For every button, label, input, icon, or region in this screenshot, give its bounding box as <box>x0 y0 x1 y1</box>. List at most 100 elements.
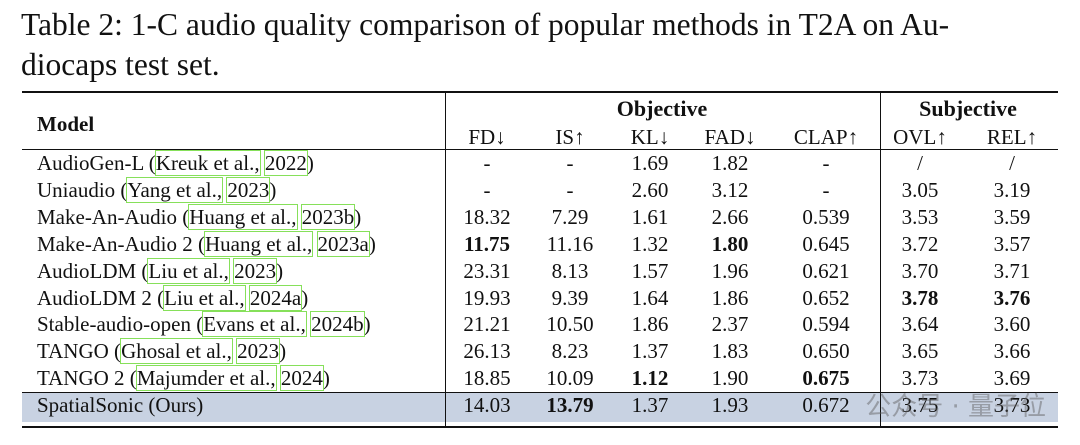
value-cell: 0.652 <box>802 285 850 310</box>
citation: Yang et al., <box>126 176 224 203</box>
value-cell: 11.75 <box>463 231 511 256</box>
model-name: TANGO ( <box>37 339 122 364</box>
value-cell: 1.82 <box>711 151 749 175</box>
value-cell: 3.78 <box>901 285 939 310</box>
value-cell: 21.21 <box>463 312 511 337</box>
group-header: Subjective <box>919 96 1017 121</box>
column-header: KL↓ <box>630 125 670 149</box>
column-divider <box>445 93 446 426</box>
column-header: CLAP↑ <box>793 125 859 149</box>
model-name: ) <box>363 312 371 337</box>
model-cell: TANGO (Ghosal et al., 2023) <box>37 338 287 365</box>
top-rule <box>22 91 1058 93</box>
value-cell: 1.80 <box>711 231 749 256</box>
citation: Liu et al., <box>147 257 230 284</box>
value-cell: 3.73 <box>993 393 1031 418</box>
value-cell: 3.76 <box>993 285 1031 310</box>
citation: Majumder et al., <box>135 365 277 392</box>
citation: 2024b <box>310 311 365 338</box>
model-name: AudioLDM ( <box>37 258 149 283</box>
value-cell: 11.16 <box>546 231 594 256</box>
value-cell: 3.66 <box>993 339 1031 364</box>
column-header: FD↓ <box>468 125 506 149</box>
citation: 2023a <box>316 230 370 257</box>
value-cell: 0.621 <box>802 258 850 283</box>
value-cell: - <box>483 151 491 175</box>
model-name: ) <box>354 204 362 229</box>
value-cell: - <box>822 177 830 202</box>
value-cell: 0.650 <box>802 339 850 364</box>
value-cell: 13.79 <box>546 393 594 418</box>
value-cell: 23.31 <box>463 258 511 283</box>
value-cell: - <box>566 177 574 202</box>
citation: 2023 <box>233 257 278 284</box>
value-cell: 3.57 <box>993 231 1031 256</box>
citation: Evans et al., <box>202 311 307 338</box>
value-cell: / <box>1009 151 1015 175</box>
value-cell: 3.19 <box>993 177 1031 202</box>
value-cell: 3.71 <box>993 258 1031 283</box>
value-cell: 0.645 <box>802 231 850 256</box>
citation: 2022 <box>263 150 308 176</box>
group-header: Objective <box>616 96 708 121</box>
value-cell: 1.61 <box>631 204 669 229</box>
value-cell: 0.675 <box>802 366 850 391</box>
value-cell: 1.12 <box>631 366 669 391</box>
value-cell: 14.03 <box>463 393 511 418</box>
model-cell: AudioLDM 2 (Liu et al., 2024a) <box>37 284 309 311</box>
value-cell: 1.83 <box>711 339 749 364</box>
citation: Kreuk et al., <box>154 150 261 176</box>
model-cell: Stable-audio-open (Evans et al., 2024b) <box>37 311 371 338</box>
model-name: ) <box>368 231 376 256</box>
column-header: OVL↑ <box>893 125 947 149</box>
value-cell: 8.23 <box>551 339 589 364</box>
model-name: Make-An-Audio 2 ( <box>37 231 205 256</box>
value-cell: 1.64 <box>631 285 669 310</box>
model-name: Uniaudio ( <box>37 177 128 202</box>
value-cell: - <box>483 177 491 202</box>
column-header: REL↑ <box>986 125 1038 149</box>
value-cell: - <box>822 151 830 175</box>
value-cell: 3.60 <box>993 312 1031 337</box>
value-cell: 1.57 <box>631 258 669 283</box>
citation: 2024a <box>248 284 303 311</box>
value-cell: 3.72 <box>901 231 939 256</box>
column-header: FAD↓ <box>704 125 756 149</box>
model-name: ) <box>301 285 309 310</box>
value-cell: / <box>917 151 923 175</box>
model-cell: AudioLDM (Liu et al., 2023) <box>37 257 284 284</box>
value-cell: 26.13 <box>463 339 511 364</box>
value-cell: 1.86 <box>631 312 669 337</box>
citation: Liu et al., <box>163 284 246 311</box>
row-rule <box>22 392 1058 393</box>
value-cell: 1.37 <box>631 393 669 418</box>
model-name: ) <box>322 366 330 391</box>
highlight-row <box>22 393 1058 422</box>
model-name: SpatialSonic (Ours) <box>37 393 204 418</box>
model-name: ) <box>276 258 284 283</box>
value-cell: 3.64 <box>901 312 939 337</box>
model-name: ) <box>306 151 314 175</box>
value-cell: 3.75 <box>901 393 939 418</box>
caption-line: diocaps test set. <box>21 47 220 82</box>
value-cell: 3.65 <box>901 339 939 364</box>
citation: 2023b <box>300 203 356 230</box>
value-cell: 10.50 <box>546 312 594 337</box>
bottom-rule <box>22 426 1058 428</box>
value-cell: 18.32 <box>463 204 511 229</box>
value-cell: 3.70 <box>901 258 939 283</box>
value-cell: 2.60 <box>631 177 669 202</box>
value-cell: 1.90 <box>711 366 749 391</box>
model-name: ) <box>279 339 287 364</box>
model-name: Stable-audio-open ( <box>37 312 204 337</box>
value-cell: 2.66 <box>711 204 749 229</box>
column-divider <box>880 93 881 426</box>
value-cell: - <box>566 151 574 175</box>
value-cell: 3.59 <box>993 204 1031 229</box>
citation: 2024 <box>279 365 324 392</box>
model-name: AudioLDM 2 ( <box>37 285 165 310</box>
value-cell: 3.69 <box>993 366 1031 391</box>
model-cell: TANGO 2 (Majumder et al., 2024) <box>37 365 330 392</box>
value-cell: 7.29 <box>551 204 589 229</box>
